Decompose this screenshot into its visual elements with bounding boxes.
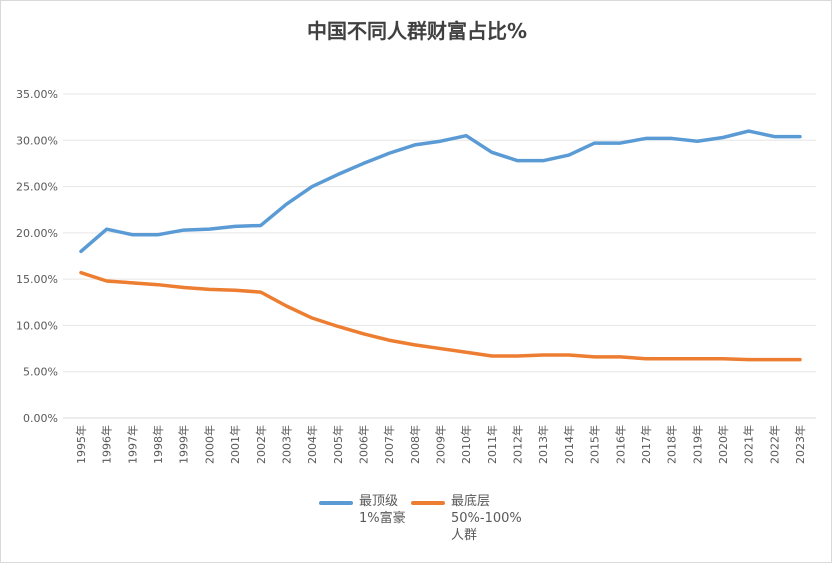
y-tick-label: 0.00%: [23, 412, 58, 425]
x-tick-label: 2016年: [613, 425, 627, 464]
legend-label-line: 1%富豪: [359, 511, 406, 526]
x-tick-label: 2010年: [459, 425, 473, 464]
x-tick-label: 2009年: [434, 425, 448, 464]
x-tick-label: 2007年: [382, 425, 396, 464]
x-tick-label: 2006年: [356, 425, 370, 464]
legend-label-bottom50: 最底层 50%-100% 人群: [451, 493, 522, 544]
y-tick-label: 20.00%: [16, 227, 58, 240]
x-tick-label: 2012年: [511, 425, 525, 464]
x-tick-label: 1997年: [125, 425, 139, 464]
legend-label-line: 50%-100%: [451, 511, 522, 526]
x-tick-label: 2023年: [793, 425, 807, 464]
legend-swatch-bottom50: [411, 501, 445, 505]
series-line-1: [79, 270, 802, 362]
legend-label-line: 人群: [451, 528, 478, 543]
x-tick-label: 2022年: [767, 425, 781, 464]
x-tick-label: 2002年: [254, 425, 268, 464]
x-tick-label: 2020年: [716, 425, 730, 464]
x-tick-label: 2000年: [202, 425, 216, 464]
x-tick-label: 2019年: [690, 425, 704, 464]
x-tick-label: 2015年: [588, 425, 602, 464]
y-tick-label: 10.00%: [16, 319, 58, 332]
y-tick-label: 30.00%: [16, 134, 58, 147]
y-tick-label: 25.00%: [16, 181, 58, 194]
x-tick-label: 2011年: [485, 425, 499, 464]
x-tick-label: 2021年: [742, 425, 756, 464]
x-tick-label: 2014年: [562, 425, 576, 464]
y-tick-label: 35.00%: [16, 88, 58, 101]
x-tick-label: 2017年: [639, 425, 653, 464]
x-tick-label: 1999年: [177, 425, 191, 464]
x-tick-label: 1995年: [74, 425, 88, 464]
x-tick-label: 2018年: [665, 425, 679, 464]
legend-label-line: 最顶级: [359, 494, 399, 509]
y-tick-label: 15.00%: [16, 273, 58, 286]
x-tick-label: 2003年: [279, 425, 293, 464]
legend-swatch-top1: [319, 501, 353, 505]
x-tick-label: 2005年: [331, 425, 345, 464]
x-tick-label: 2013年: [536, 425, 550, 464]
y-tick-label: 5.00%: [23, 366, 58, 379]
legend-label-line: 最底层: [451, 494, 491, 509]
x-tick-label: 2004年: [305, 425, 319, 464]
legend-label-top1: 最顶级 1%富豪: [359, 493, 406, 527]
x-tick-label: 2008年: [408, 425, 422, 464]
chart-title: 中国不同人群财富占比%: [306, 19, 528, 43]
x-tick-label: 1996年: [100, 425, 114, 464]
x-tick-label: 2001年: [228, 425, 242, 464]
x-tick-label: 1998年: [151, 425, 165, 464]
